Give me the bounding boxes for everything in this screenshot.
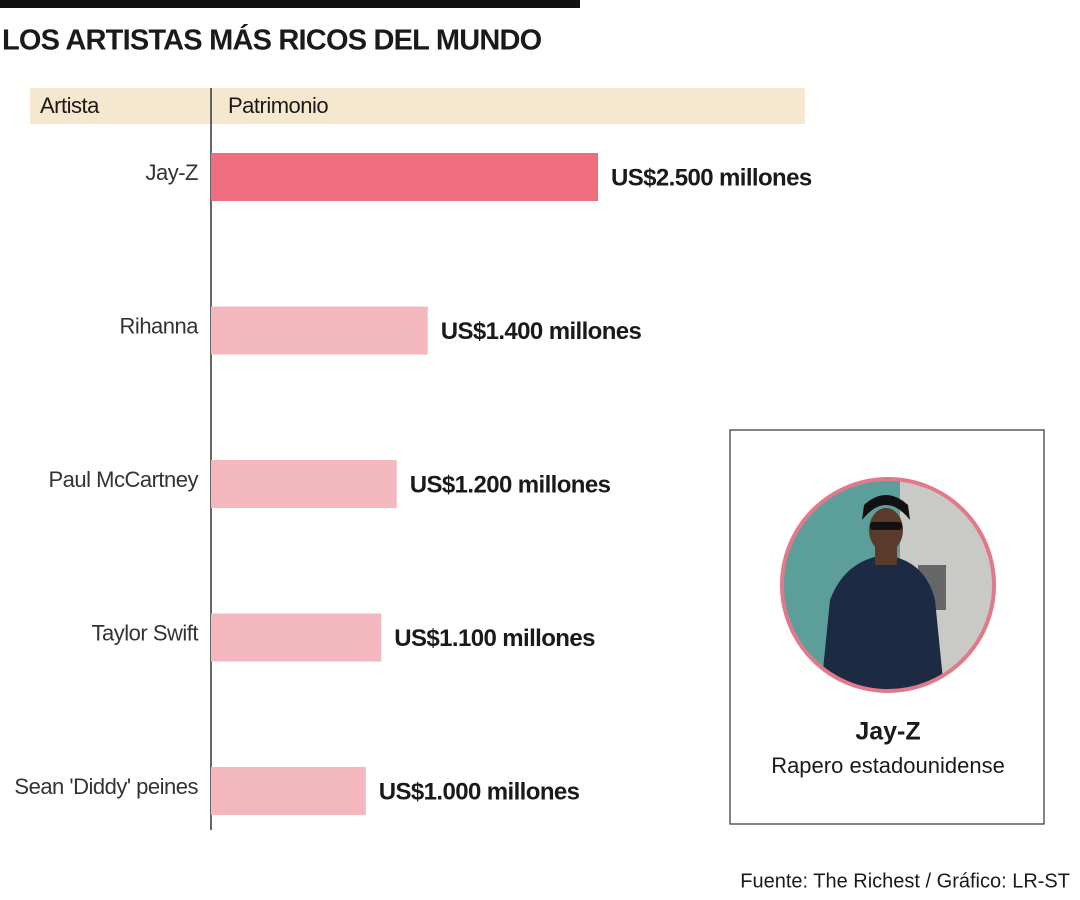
feature-card: Jay-Z Rapero estadounidense [729,429,1045,825]
bar [211,153,598,201]
bar [211,767,366,815]
value-label: US$2.500 millones [611,164,812,191]
feature-name: Jay-Z [855,718,920,746]
value-label: US$1.400 millones [441,318,642,345]
category-label: Sean 'Diddy' peines [14,774,198,799]
value-label: US$1.000 millones [379,778,580,805]
top-rule [0,0,580,8]
category-label: Rihanna [120,313,200,338]
header-band [30,88,805,124]
header-label: Patrimonio [228,93,328,118]
category-label: Taylor Swift [92,620,199,645]
bar [211,460,397,508]
source: Fuente: The Richest / Gráfico: LR-ST [740,870,1070,892]
header-label: Artista [40,93,100,118]
feature-description: Rapero estadounidense [771,753,1005,778]
chart-title: LOS ARTISTAS MÁS RICOS DEL MUNDO [2,23,542,57]
bar [211,613,382,662]
value-label: US$1.200 millones [410,471,611,498]
category-label: Jay-Z [146,160,199,185]
value-label: US$1.100 millones [394,625,595,652]
photo-ring [780,477,996,693]
category-label: Paul McCartney [48,467,198,492]
bar [211,306,428,355]
